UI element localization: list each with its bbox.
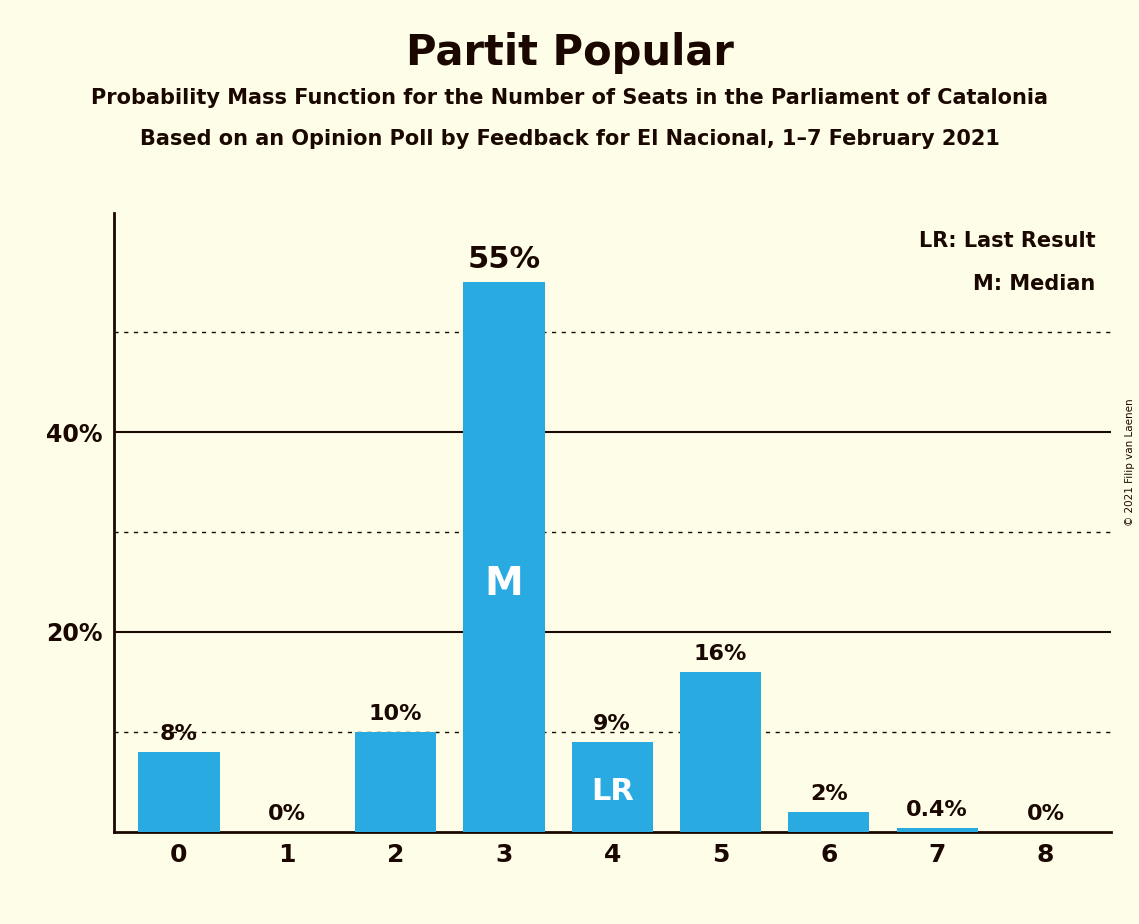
- Text: Partit Popular: Partit Popular: [405, 32, 734, 74]
- Text: 0%: 0%: [268, 804, 306, 823]
- Text: 8%: 8%: [159, 723, 198, 744]
- Bar: [680, 672, 761, 832]
- Text: 55%: 55%: [467, 246, 540, 274]
- Text: 2%: 2%: [810, 784, 847, 804]
- Bar: [788, 811, 869, 832]
- Text: 9%: 9%: [593, 713, 631, 734]
- Bar: [896, 828, 977, 832]
- Bar: [355, 732, 436, 832]
- Bar: [464, 283, 544, 832]
- Text: © 2021 Filip van Laenen: © 2021 Filip van Laenen: [1125, 398, 1134, 526]
- Text: M: M: [484, 565, 523, 603]
- Text: 16%: 16%: [694, 644, 747, 663]
- Text: LR: LR: [591, 777, 633, 806]
- Text: Based on an Opinion Poll by Feedback for El Nacional, 1–7 February 2021: Based on an Opinion Poll by Feedback for…: [140, 129, 999, 150]
- Bar: [138, 752, 220, 832]
- Text: 0%: 0%: [1026, 804, 1065, 823]
- Text: 0.4%: 0.4%: [907, 799, 968, 820]
- Text: M: Median: M: Median: [974, 274, 1096, 295]
- Bar: [572, 742, 653, 832]
- Text: Probability Mass Function for the Number of Seats in the Parliament of Catalonia: Probability Mass Function for the Number…: [91, 88, 1048, 108]
- Text: 10%: 10%: [369, 704, 423, 723]
- Text: LR: Last Result: LR: Last Result: [919, 231, 1096, 251]
